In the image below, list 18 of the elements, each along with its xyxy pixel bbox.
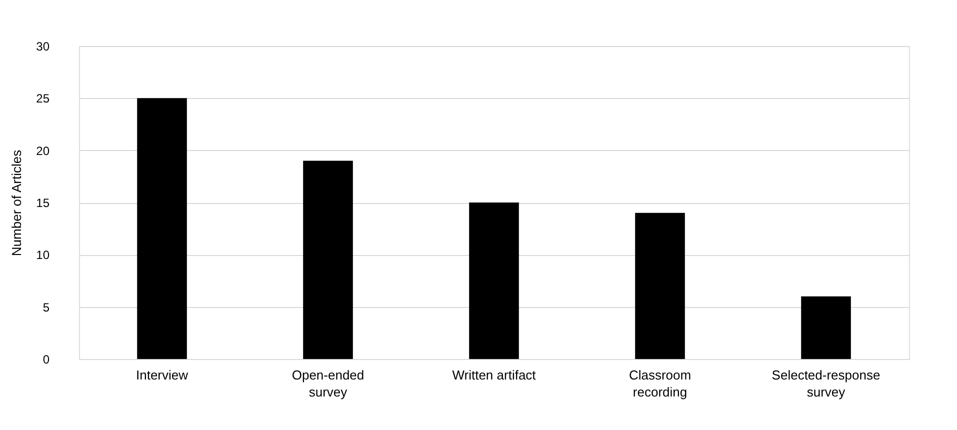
x-tick-label: Classroom recording (628, 368, 692, 400)
x-tick-label: Interview (136, 368, 189, 382)
bar (801, 296, 851, 359)
y-axis-title: Number of Articles (9, 149, 24, 256)
y-tick-label: 30 (36, 40, 50, 54)
y-tick-label: 0 (42, 352, 50, 366)
y-tick-label: 20 (36, 144, 50, 158)
x-tick-label: Selected-response survey (772, 368, 880, 400)
bar (469, 202, 519, 359)
y-tick-label: 10 (36, 248, 50, 262)
y-tick-label: 5 (42, 300, 50, 314)
bar (137, 98, 187, 359)
x-tick-label: Open-ended survey (292, 368, 364, 400)
bar (303, 160, 353, 359)
x-tick-label: Written artifact (452, 368, 536, 382)
bar (635, 212, 685, 359)
y-tick-label: 15 (36, 196, 50, 210)
y-tick-label: 25 (36, 92, 50, 106)
